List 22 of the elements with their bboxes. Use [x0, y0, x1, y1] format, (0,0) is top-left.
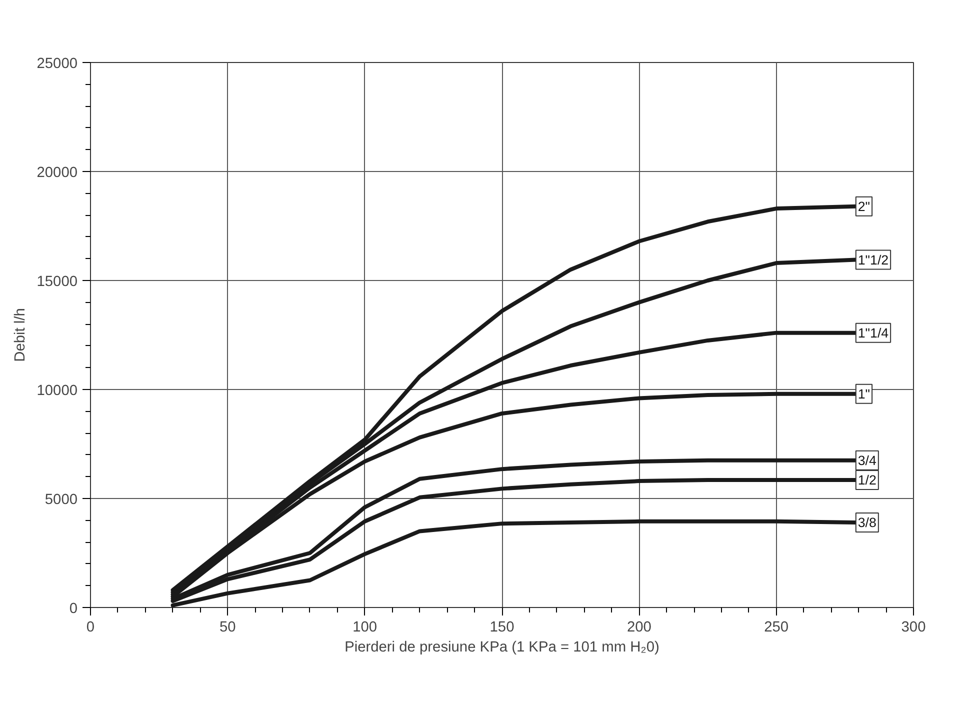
y-tick-label: 15000 — [36, 274, 78, 290]
y-tick-label: 10000 — [36, 383, 78, 399]
x-tick-label: 300 — [901, 620, 926, 636]
y-axis-title: Debit l/h — [12, 308, 29, 362]
x-tick-label: 0 — [86, 620, 95, 636]
y-tick-label: 20000 — [36, 165, 78, 181]
y-tick-label: 0 — [69, 601, 78, 617]
series-label: 1"1/4 — [858, 325, 890, 340]
series-label: 1" — [858, 386, 870, 402]
series-label: 1/2 — [858, 472, 876, 488]
x-tick-label: 200 — [626, 620, 652, 636]
x-tick-label: 100 — [352, 620, 378, 636]
y-tick-label: 5000 — [44, 492, 78, 508]
series-label: 3/4 — [858, 452, 878, 468]
series-label: 1"1/2 — [858, 252, 889, 268]
y-tick-label: 25000 — [36, 56, 78, 72]
series-label: 3/8 — [858, 514, 876, 530]
x-tick-label: 50 — [220, 620, 236, 636]
x-tick-label: 250 — [764, 620, 789, 636]
series-label: 2" — [858, 198, 870, 214]
x-tick-label: 150 — [490, 620, 514, 636]
x-axis-title: Pierderi de presiune KPa (1 KPa = 101 mm H₂0) — [344, 640, 660, 656]
